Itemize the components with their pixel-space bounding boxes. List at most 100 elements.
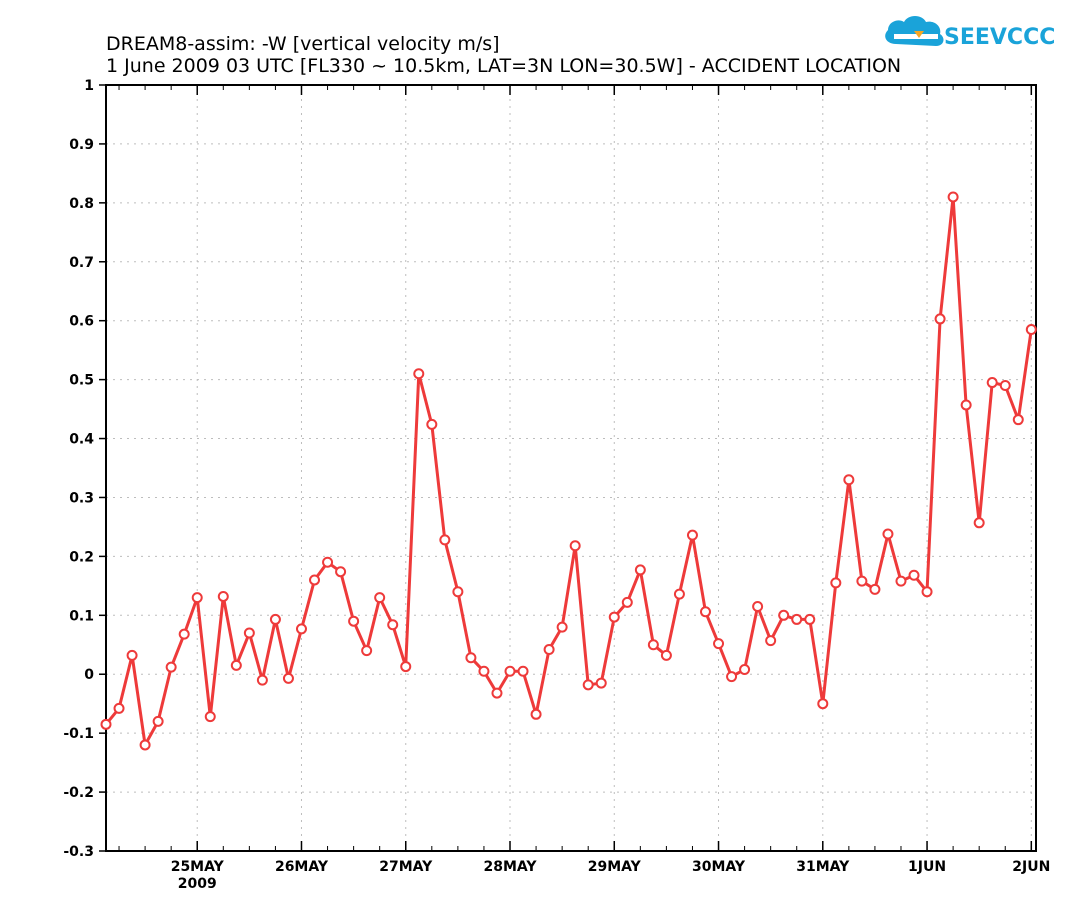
series-line [104,195,1033,747]
y-tick-label: 0.2 [69,549,94,565]
data-point [934,313,946,325]
data-point [517,665,529,677]
data-point [426,418,438,430]
data-point [465,652,477,664]
data-point [882,528,894,540]
y-tick-label: -0.3 [63,844,94,860]
data-point [569,540,581,552]
x-tick-label: 28MAY [483,859,537,875]
y-tick-label: -0.1 [63,726,94,742]
x-tick-label: 27MAY [379,859,433,875]
data-point [452,586,464,598]
data-point [817,698,829,710]
data-point [921,586,933,598]
y-tick-label: 0.1 [69,608,94,624]
y-tick-label: 0.4 [69,432,94,448]
data-point [595,677,607,689]
data-point [204,711,216,723]
chart-title: DREAM8-assim: -W [vertical velocity m/s]… [106,33,901,77]
data-point [217,590,229,602]
y-tick-label: 0.3 [69,490,94,506]
data-point [100,718,112,730]
data-point [647,639,659,651]
data-point [660,649,672,661]
data-point [387,619,399,631]
y-tick-label: 0 [84,667,94,683]
data-point [830,577,842,589]
data-point [361,645,373,657]
data-point [608,611,620,623]
data-point [960,399,972,411]
data-point [309,574,321,586]
data-point [621,596,633,608]
data-point [348,615,360,627]
data-point [491,687,503,699]
data-point [374,592,386,604]
axes: -0.3 -0.2 -0.1 0 0.1 0.2 0.3 0.4 0.5 0.6 0.7 0.8 0.9… [63,78,1050,892]
y-tick-label: 1 [84,78,94,94]
data-point [673,588,685,600]
data-point [804,613,816,625]
data-point [634,564,646,576]
data-point [713,638,725,650]
data-point [752,600,764,612]
data-point [413,368,425,380]
data-point [230,659,242,671]
data-point [739,664,751,676]
x-tick-label: 31MAY [796,859,850,875]
data-point [243,627,255,639]
x-tick-label: 26MAY [275,859,329,875]
data-point [504,665,516,677]
plot-frame [105,84,1037,852]
data-point [1012,414,1024,426]
y-tick-label: 0.6 [69,314,94,330]
x-tick-label: 2JUN [1012,859,1050,875]
data-point [256,674,268,686]
logo-text: SEEVCCC [944,25,1055,50]
chart-title-line2: 1 June 2009 03 UTC [FL330 ~ 10.5km, LAT=… [106,55,901,77]
data-point [999,380,1011,392]
data-point [869,583,881,595]
y-tick-label: -0.2 [63,785,94,801]
data-point [1025,324,1037,336]
data-point [556,621,568,633]
data-point [191,592,203,604]
data-point [126,649,138,661]
data-point [778,609,790,621]
x-tick-label: 29MAY [588,859,642,875]
data-point [269,613,281,625]
data-point [908,569,920,581]
data-point [856,575,868,587]
data-point [113,702,125,714]
y-tick-label: 0.5 [69,373,94,389]
data-point [582,679,594,691]
data-point [947,191,959,203]
data-point [295,623,307,635]
data-point [986,377,998,389]
data-point [895,575,907,587]
data-point [973,517,985,529]
data-point [843,474,855,486]
cloud-icon [885,16,944,46]
data-point [726,671,738,683]
data-point [543,643,555,655]
y-tick-label: 0.9 [69,137,94,153]
chart-title-line1: DREAM8-assim: -W [vertical velocity m/s] [106,33,500,55]
data-point [530,708,542,720]
logo: SEEVCCC [885,16,1055,50]
x-tick-label: 25MAY [171,859,225,875]
x-tick-label: 1JUN [908,859,946,875]
data-point [791,613,803,625]
data-point [178,628,190,640]
x-tick-label: 30MAY [692,859,746,875]
series [100,191,1037,751]
data-point [478,665,490,677]
data-point [400,661,412,673]
data-point [686,529,698,541]
y-tick-label: 0.8 [69,196,94,212]
data-point [765,635,777,647]
data-point [139,739,151,751]
data-point [165,661,177,673]
data-point [152,715,164,727]
